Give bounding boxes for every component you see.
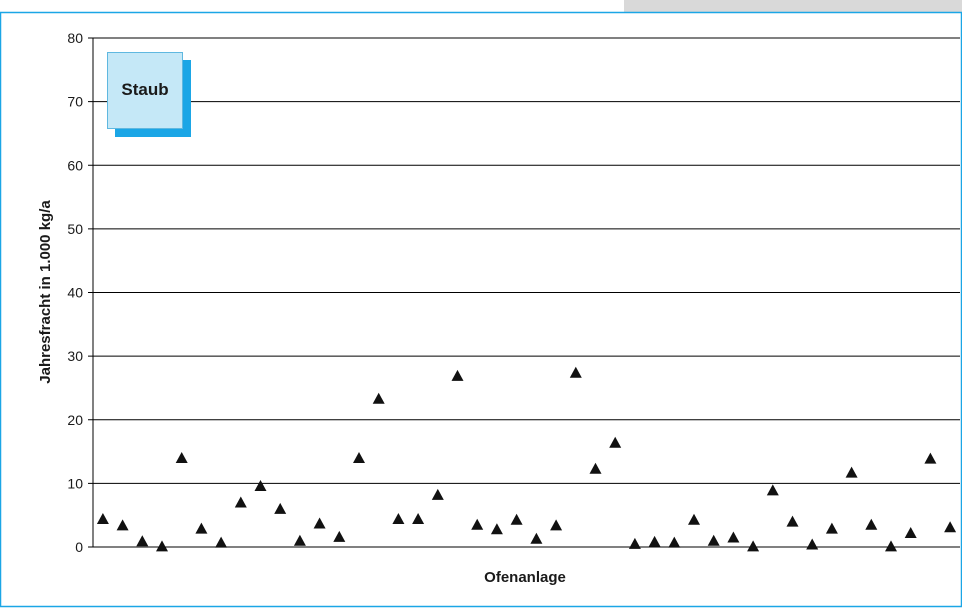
plot-area: 0 10 20 30 40 50 60 70 80 [67,30,960,555]
data-point [490,523,503,535]
y-axis-label: Jahresfracht in 1.000 kg/a [37,200,54,384]
legend-box [107,52,183,129]
data-point [313,517,326,529]
data-point [648,535,661,547]
data-point [569,366,582,378]
y-tick-label: 10 [67,475,83,491]
y-tick-label: 30 [67,348,83,364]
data-point [254,480,267,491]
y-tick-label: 40 [67,285,83,301]
y-tick-label: 70 [67,94,83,110]
y-tick-label: 50 [67,221,83,237]
data-point [904,527,917,538]
data-point [116,519,129,531]
y-tick-label: 20 [67,412,83,428]
y-tick-label: 60 [67,157,83,173]
data-point [372,392,385,404]
data-point [786,515,799,527]
data-point [707,534,720,546]
data-point [392,513,405,524]
data-point [234,496,247,508]
data-point [825,522,838,534]
data-point [747,540,760,552]
data-point [333,530,346,542]
data-point [215,536,228,548]
data-point [530,532,543,544]
data-point [293,534,306,546]
data-point [885,540,897,552]
data-point [865,518,878,530]
y-tick-label: 0 [75,539,83,555]
data-point [175,452,188,463]
data-point [628,537,641,549]
data-point [451,369,464,381]
data-point [471,518,484,530]
data-point [806,538,819,550]
data-point [609,436,622,448]
data-point [668,536,681,548]
data-point [412,513,425,524]
data-point [156,540,168,552]
data-point [510,513,523,525]
data-point [845,466,858,478]
data-point [96,513,109,524]
y-tick-label: 80 [67,30,83,46]
data-point [589,462,602,474]
data-point [195,522,208,534]
x-axis-label: Ofenanlage [484,569,566,586]
corner-tab [624,0,962,12]
data-point [766,484,779,496]
data-point [727,531,740,543]
data-point [924,452,937,464]
data-point [274,502,287,514]
legend-label: Staub [121,80,169,99]
data-point [550,519,563,531]
legend: Staub [107,52,191,137]
data-point [431,488,444,500]
data-point [688,513,700,525]
data-point [944,521,957,533]
data-point [353,452,365,463]
data-point [136,535,149,547]
